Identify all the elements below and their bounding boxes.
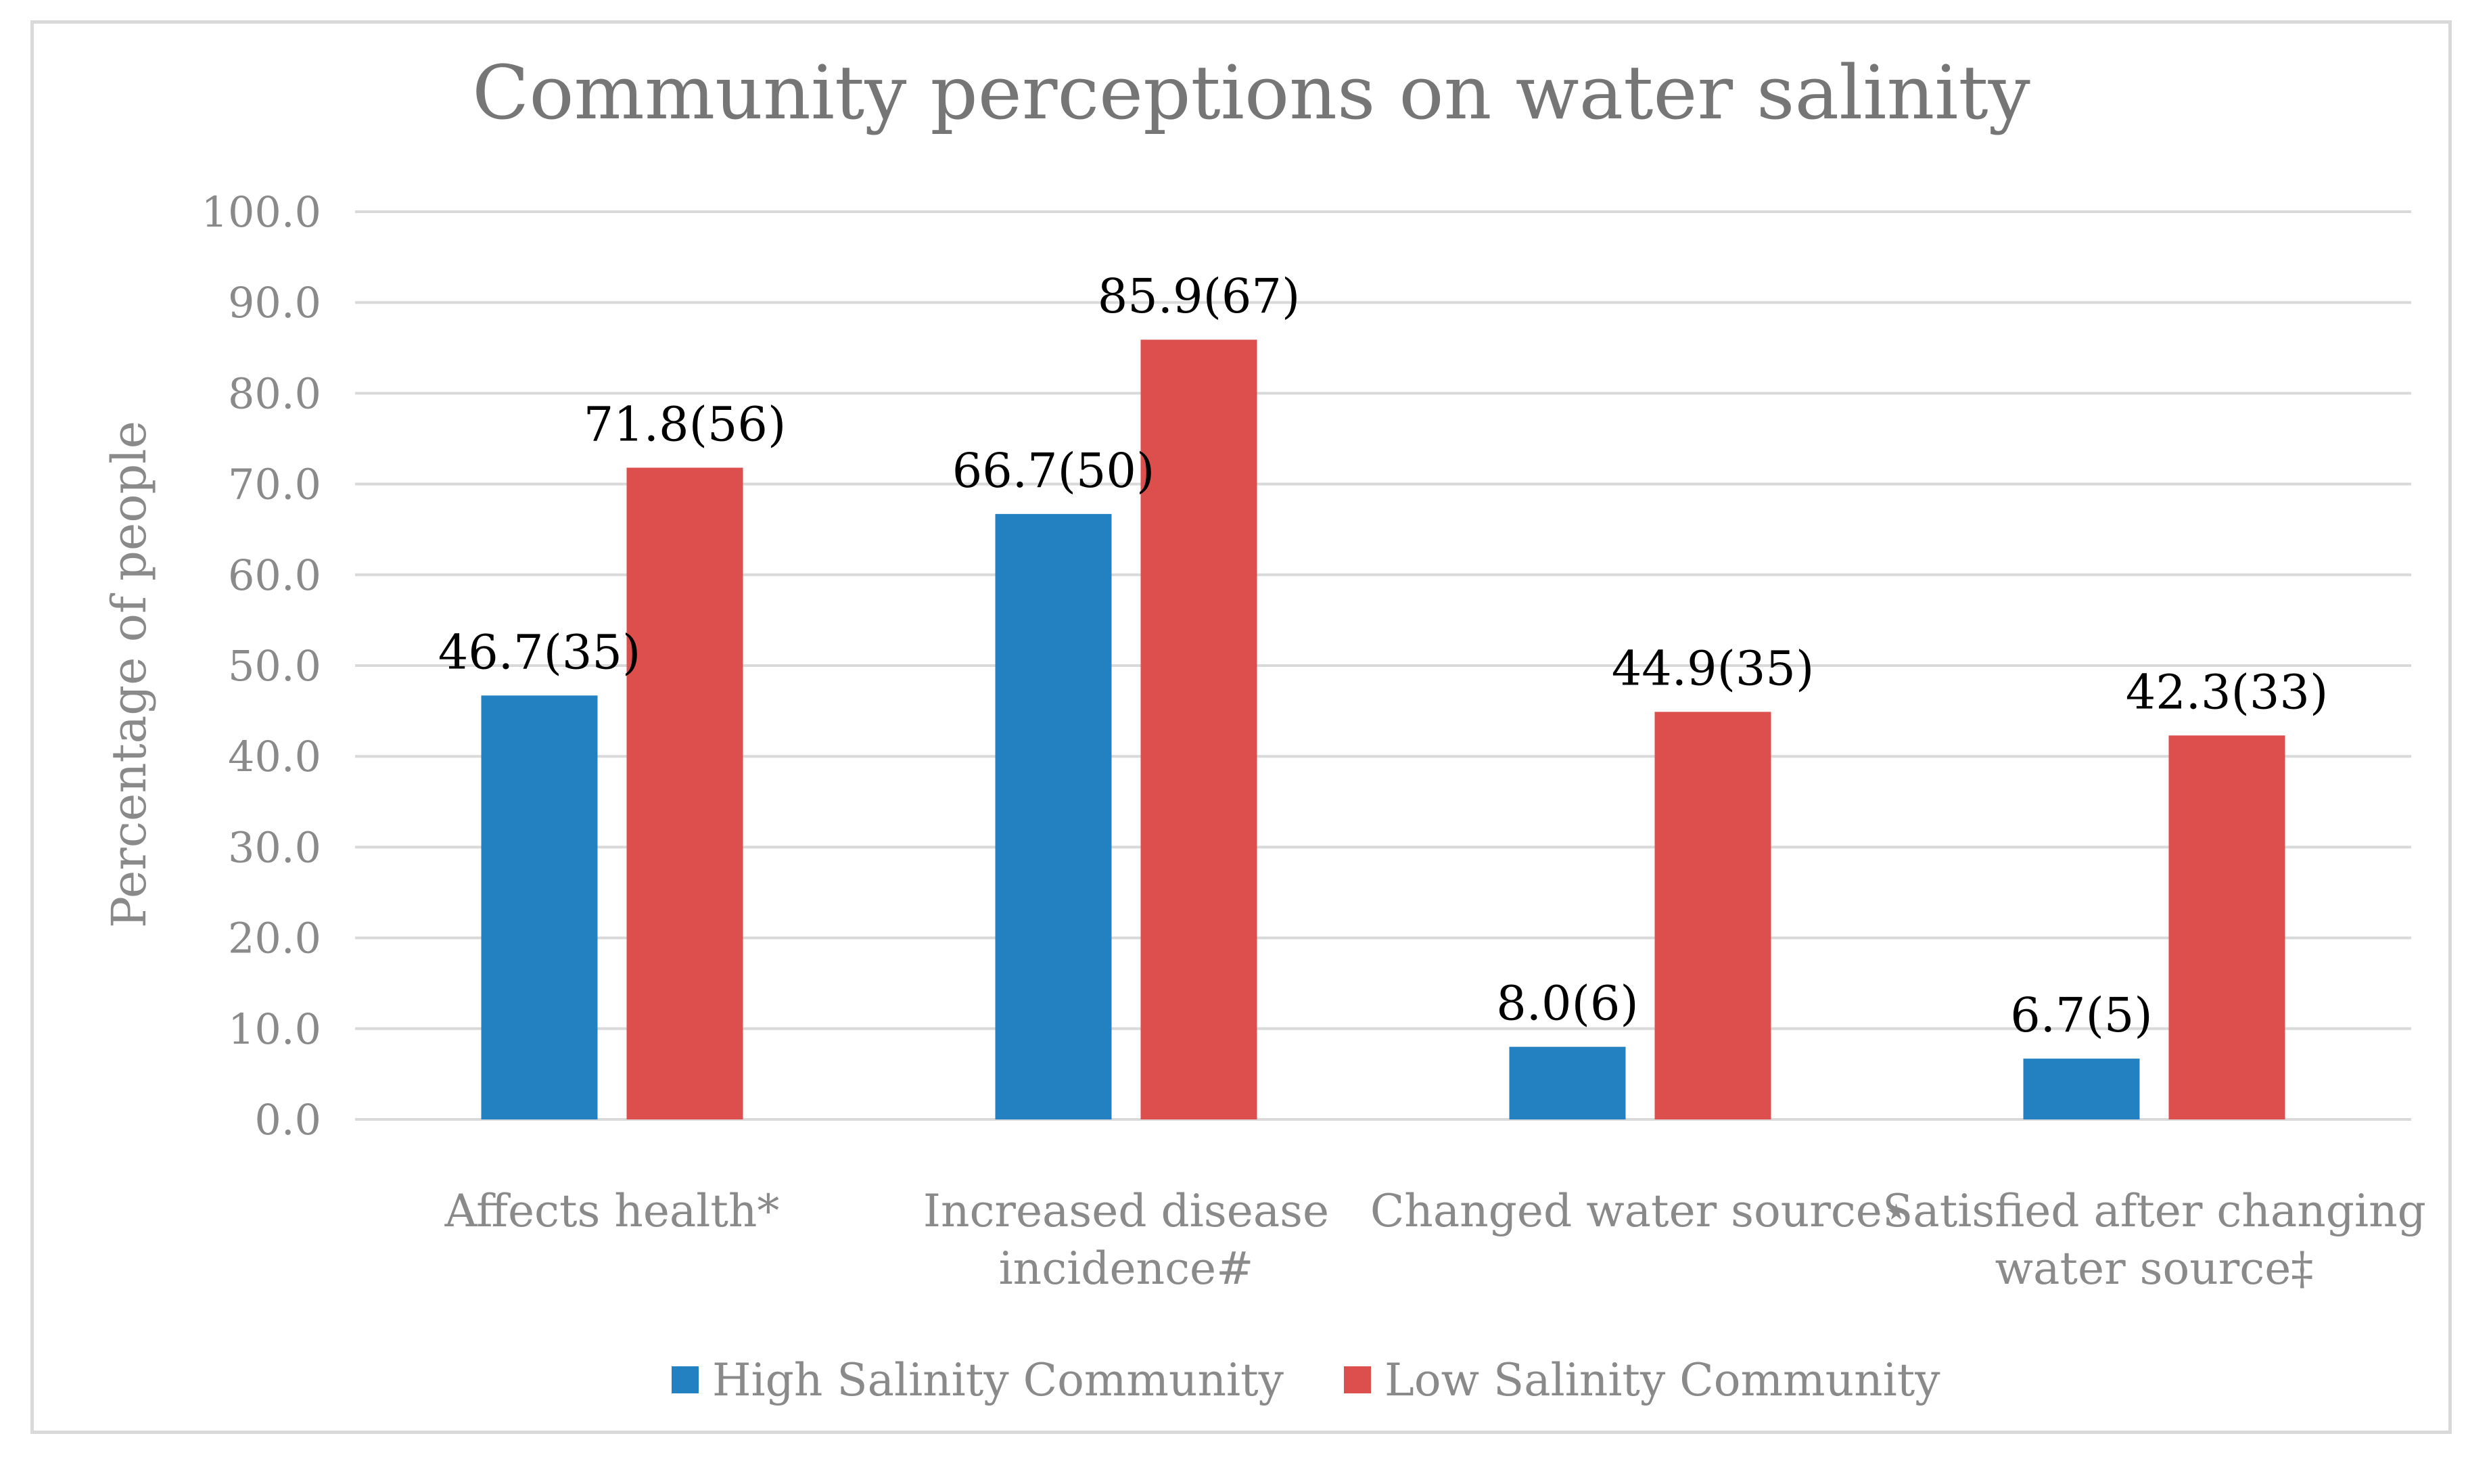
bar	[1654, 712, 1771, 1119]
chart-title: Community perceptions on water salinity	[472, 49, 2030, 136]
y-tick-label: 50.0	[228, 641, 321, 691]
y-tick-label: 30.0	[228, 822, 321, 872]
data-label: 6.7(5)	[2010, 988, 2152, 1043]
y-axis-ticks: 0.0 10.0 20.0 30.0 40.0 50.0 60.0 70.0 80.0 90.0 1…	[202, 187, 322, 1144]
legend-swatch	[1344, 1366, 1371, 1393]
bar-chart: 0.0 10.0 20.0 30.0 40.0 50.0 60.0 70.0 80.0 90.0 1…	[101, 49, 2426, 1406]
legend-swatch	[672, 1366, 699, 1393]
y-tick-label: 100.0	[202, 187, 322, 237]
bar	[626, 467, 743, 1119]
legend-label: High Salinity Community	[712, 1354, 1284, 1406]
data-labels: 46.7(35) 66.7(50) 8.0(6) 6.7(5) 71.8(56) 85.9…	[438, 269, 2329, 1043]
bar	[1509, 1046, 1626, 1119]
x-category-label: Satisfied after changing	[1882, 1185, 2426, 1237]
y-tick-label: 80.0	[228, 369, 321, 418]
legend: High Salinity Community Low Salinity Comm…	[672, 1354, 1940, 1406]
bars	[481, 340, 2285, 1120]
data-label: 71.8(56)	[584, 396, 787, 452]
data-label: 46.7(35)	[438, 624, 641, 680]
y-tick-label: 10.0	[228, 1004, 321, 1054]
y-tick-label: 70.0	[228, 460, 321, 509]
y-tick-label: 90.0	[228, 278, 321, 327]
data-label: 42.3(33)	[2126, 664, 2329, 720]
x-category-label: water source‡	[1995, 1243, 2314, 1295]
data-label: 66.7(50)	[952, 443, 1155, 498]
data-label: 8.0(6)	[1496, 976, 1638, 1031]
y-tick-label: 60.0	[228, 551, 321, 600]
y-tick-label: 40.0	[228, 732, 321, 781]
y-axis-title: Percentage of people	[101, 421, 157, 928]
chart-frame: 0.0 10.0 20.0 30.0 40.0 50.0 60.0 70.0 80.0 90.0 1…	[30, 20, 2452, 1434]
data-label: 85.9(67)	[1098, 269, 1301, 324]
bar	[2023, 1059, 2140, 1119]
bar	[2168, 735, 2285, 1119]
x-category-label: incidence#	[999, 1243, 1254, 1295]
legend-label: Low Salinity Community	[1384, 1354, 1940, 1406]
bar	[481, 695, 598, 1119]
x-category-label: Increased disease	[923, 1185, 1329, 1237]
x-axis-categories: Affects health* Increased disease incidenc…	[444, 1185, 2426, 1295]
bar	[1140, 340, 1257, 1120]
x-category-label: Changed water source⋆	[1370, 1185, 1910, 1237]
data-label: 44.9(35)	[1612, 641, 1815, 696]
y-tick-label: 0.0	[254, 1095, 321, 1144]
y-tick-label: 20.0	[228, 914, 321, 963]
bar	[995, 513, 1112, 1119]
x-category-label: Affects health*	[444, 1185, 780, 1237]
